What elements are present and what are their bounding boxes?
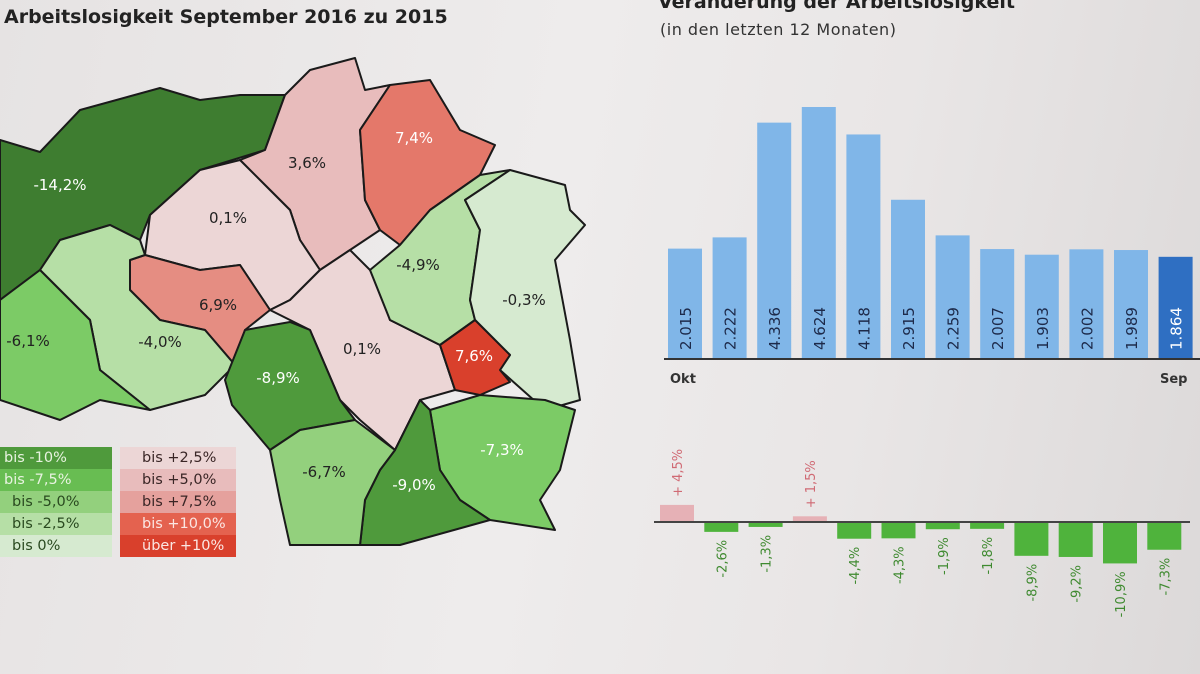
- change-value-label: -8,9%: [1025, 564, 1040, 602]
- region-label: -6,1%: [6, 332, 50, 350]
- bar: [668, 248, 702, 358]
- change-value-label: -10,9%: [1114, 571, 1129, 617]
- bar: [846, 134, 881, 358]
- change-bar: [704, 522, 739, 532]
- change-value-label: -1,3%: [760, 535, 775, 573]
- legend-item: bis -10%: [0, 447, 112, 469]
- bar-value-label: 4.336: [766, 307, 784, 350]
- change-bar: [837, 522, 872, 539]
- map-region: [439, 319, 511, 396]
- bar: [980, 249, 1015, 358]
- change-bar: [792, 516, 827, 522]
- region-label: -0,3%: [502, 291, 546, 309]
- change-value-label: -7,3%: [1158, 558, 1173, 596]
- x-tick-label: Sep: [1160, 372, 1188, 387]
- change-bar: [925, 522, 960, 530]
- region-label: -8,9%: [256, 369, 300, 387]
- bar-value-label: 1.989: [1123, 307, 1141, 350]
- change-bar: [1147, 522, 1182, 550]
- chart-title: Veränderung der Arbeitslosigkeit: [658, 0, 1015, 13]
- change-value-label: -1,9%: [937, 537, 952, 575]
- legend-item: bis +2,5%: [120, 447, 236, 469]
- region-label: 3,6%: [288, 154, 326, 172]
- bar-value-label: 4.118: [855, 307, 873, 350]
- bar: [1158, 256, 1193, 358]
- region-label: 7,6%: [455, 347, 493, 365]
- bar-value-label: 2.007: [989, 307, 1007, 350]
- bar: [801, 107, 836, 358]
- change-value-label: -1,8%: [981, 537, 996, 575]
- change-value-label: + 4,5%: [671, 449, 686, 497]
- legend-item: bis +10,0%: [120, 513, 236, 535]
- bar-value-label: 2.002: [1078, 307, 1096, 350]
- legend-item: bis +5,0%: [120, 469, 236, 491]
- bar-value-label: 2.015: [677, 307, 695, 350]
- change-bar: [881, 522, 916, 539]
- bar: [891, 199, 925, 358]
- bar: [757, 122, 792, 359]
- region-map: -14,2% 3,6% 7,4% 0,1% 6,9% -4,0% -6,1% 0,1% -8,9…: [0, 57, 586, 546]
- legend-item: bis 0%: [0, 535, 112, 557]
- region-label: 7,4%: [395, 129, 433, 147]
- map-region: [269, 419, 396, 546]
- change-value-label: -4,4%: [848, 547, 863, 585]
- bar-value-label: 2.222: [722, 307, 740, 350]
- region-label: -4,9%: [396, 256, 440, 274]
- region-label: -7,3%: [480, 441, 524, 459]
- bar-value-label: 1.864: [1168, 307, 1186, 350]
- legend-item: bis -5,0%: [0, 491, 112, 513]
- change-bar: [1103, 522, 1137, 564]
- map-title: Arbeitslosigkeit September 2016 zu 2015: [4, 6, 448, 28]
- legend-item: bis +7,5%: [120, 491, 236, 513]
- change-value-label: -9,2%: [1070, 565, 1085, 603]
- bar: [1024, 254, 1059, 358]
- legend-item: über +10%: [120, 535, 236, 557]
- change-value-label: -2,6%: [715, 540, 730, 578]
- region-label: 0,1%: [343, 340, 381, 358]
- change-value-label: + 1,5%: [804, 460, 819, 508]
- bar: [1069, 249, 1104, 358]
- bar-value-label: 1.903: [1034, 307, 1052, 350]
- bar: [712, 237, 747, 358]
- region-label: -9,0%: [392, 476, 436, 494]
- chart-subtitle: (in den letzten 12 Monaten): [660, 20, 897, 39]
- change-bar: [748, 522, 783, 527]
- region-label: -6,7%: [302, 463, 346, 481]
- bar-value-label: 2.915: [900, 307, 918, 350]
- region-label: 6,9%: [199, 296, 237, 314]
- region-label: -4,0%: [138, 333, 182, 351]
- bar-value-label: 4.624: [811, 307, 829, 350]
- change-bar: [970, 522, 1005, 529]
- change-bar: [1058, 522, 1093, 557]
- x-tick-label: Okt: [670, 372, 696, 387]
- bar: [935, 235, 970, 358]
- change-value-label: -4,3%: [893, 546, 908, 584]
- map-region: [0, 269, 151, 421]
- change-bar: [1014, 522, 1049, 556]
- legend-item: bis -2,5%: [0, 513, 112, 535]
- region-label: 0,1%: [209, 209, 247, 227]
- bar-value-label: 2.259: [945, 307, 963, 350]
- change-bar: [660, 504, 694, 522]
- region-label: -14,2%: [33, 176, 86, 194]
- legend-item: bis -7,5%: [0, 469, 112, 491]
- bar: [1114, 250, 1148, 358]
